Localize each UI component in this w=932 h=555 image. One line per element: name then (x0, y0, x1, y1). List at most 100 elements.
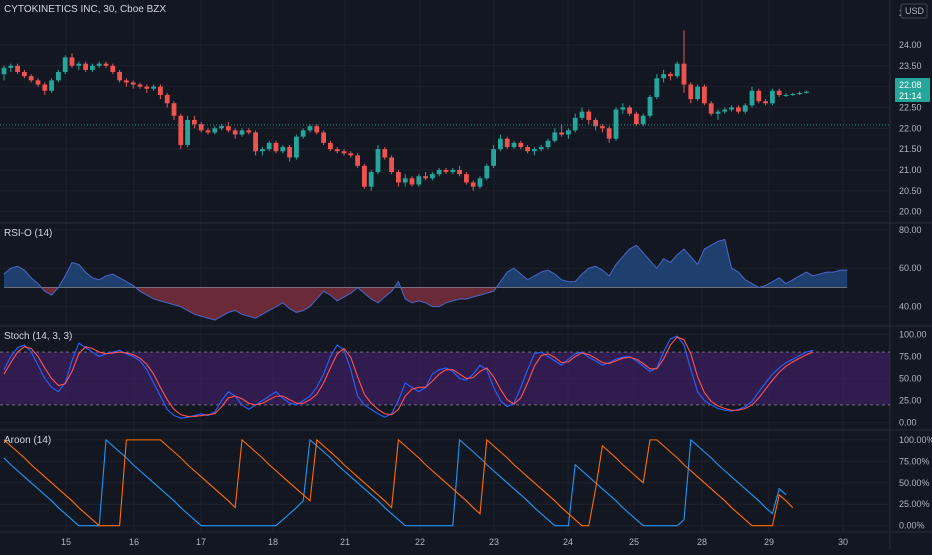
candle (416, 174, 422, 187)
price-tick-label: 20.50 (899, 186, 922, 196)
price-tick-label: 22.00 (899, 123, 922, 133)
candle (103, 61, 109, 68)
candle (253, 130, 258, 156)
candle (430, 172, 435, 181)
candle (538, 144, 544, 152)
candle (634, 111, 639, 127)
candle (56, 69, 61, 83)
price-axis[interactable]: 2 USD 24.0023.5023.0022.5022.0021.5021.0… (895, 3, 930, 217)
stochastic-pane[interactable]: Stoch (14, 3, 3) (0, 331, 890, 419)
candle (178, 113, 184, 150)
candle (756, 88, 762, 104)
stoch-title[interactable]: Stoch (14, 3, 3) (4, 331, 72, 342)
candle (776, 88, 782, 98)
stoch-tick-label: 75.00 (899, 351, 922, 361)
candle (15, 63, 20, 75)
candle (640, 113, 646, 127)
rsi-tick-label: 80.00 (899, 225, 922, 235)
candle (579, 107, 585, 120)
candle (457, 165, 462, 177)
candle (35, 78, 41, 87)
candle (661, 69, 666, 83)
candle (382, 147, 388, 160)
candle (688, 82, 694, 104)
candle (545, 138, 551, 150)
stoch-tick-label: 50.00 (899, 374, 922, 384)
candle (130, 80, 136, 89)
candle (192, 115, 197, 129)
candle (559, 124, 564, 137)
candle (348, 151, 354, 158)
indicator-tick-labels: 80.00 60.00 40.00 100.00 75.00 50.00 25.00 0.00… (899, 225, 932, 531)
candle (273, 140, 279, 154)
candle (518, 140, 524, 150)
time-tick-label: 16 (129, 537, 139, 547)
aroon-title[interactable]: Aroon (14) (4, 435, 51, 446)
candle (491, 144, 496, 168)
candle (613, 107, 619, 141)
candle (124, 78, 129, 87)
candle (620, 103, 626, 114)
candle (328, 140, 333, 152)
candle (647, 94, 653, 118)
stoch-tick-label: 0.00 (899, 418, 917, 428)
time-tick-label: 15 (61, 537, 71, 547)
candle (600, 124, 605, 133)
candle (375, 144, 381, 175)
price-tick-label: 23.50 (899, 61, 922, 71)
candle (742, 103, 748, 114)
aroon-tick-label: 100.00% (899, 435, 932, 445)
rsi-fill-above (4, 239, 848, 288)
rsi-tick-label: 40.00 (899, 302, 922, 312)
time-tick-label: 23 (489, 537, 499, 547)
candle (770, 88, 775, 106)
candle (232, 128, 238, 139)
candle (389, 155, 394, 175)
candle (198, 122, 204, 133)
candle (212, 126, 218, 135)
candle (443, 167, 449, 175)
rsi-title[interactable]: RSI-O (14) (4, 228, 52, 239)
aroon-up-line (3, 438, 794, 527)
candle (722, 107, 728, 114)
time-axis[interactable]: 15 16 17 18 21 22 23 24 25 28 29 30 (61, 537, 848, 547)
candle (654, 74, 660, 100)
candle (409, 176, 415, 187)
time-tick-label: 30 (838, 537, 848, 547)
time-tick-label: 24 (563, 537, 573, 547)
candle (341, 149, 347, 156)
candle (158, 84, 163, 100)
candle (552, 128, 558, 143)
candle (334, 147, 340, 154)
candle (681, 30, 687, 93)
currency-button[interactable]: USD (900, 3, 928, 19)
aroon-pane[interactable]: Aroon (14) (3, 435, 794, 527)
price-pane[interactable]: CYTOKINETICS INC, 30, Cboe BZX (0, 4, 890, 191)
candle (246, 128, 252, 135)
rsi-pane[interactable]: RSI-O (14) (3, 228, 848, 321)
candle (62, 55, 68, 75)
aroon-tick-label: 75.00% (899, 456, 930, 466)
candle (307, 124, 313, 133)
candle (464, 172, 469, 185)
chart-title[interactable]: CYTOKINETICS INC, 30, Cboe BZX (4, 4, 166, 15)
candle (783, 92, 789, 98)
candle (749, 86, 755, 108)
candle (477, 176, 483, 189)
price-tick-labels: 24.0023.5023.0022.5022.0021.5021.0020.50… (899, 40, 922, 217)
candle (797, 91, 802, 95)
candle (239, 128, 245, 137)
price-tick-label: 20.00 (899, 207, 922, 217)
stoch-tick-label: 100.00 (899, 329, 927, 339)
price-tick-label: 21.50 (899, 144, 922, 154)
candle (137, 82, 143, 89)
candle (498, 134, 503, 152)
price-tick-label: 21.00 (899, 165, 922, 175)
candle (117, 69, 122, 83)
candle (572, 113, 578, 133)
rsi-line (3, 238, 848, 321)
candle (525, 144, 530, 154)
candle (402, 174, 408, 187)
aroon-tick-label: 25.00% (899, 499, 930, 509)
